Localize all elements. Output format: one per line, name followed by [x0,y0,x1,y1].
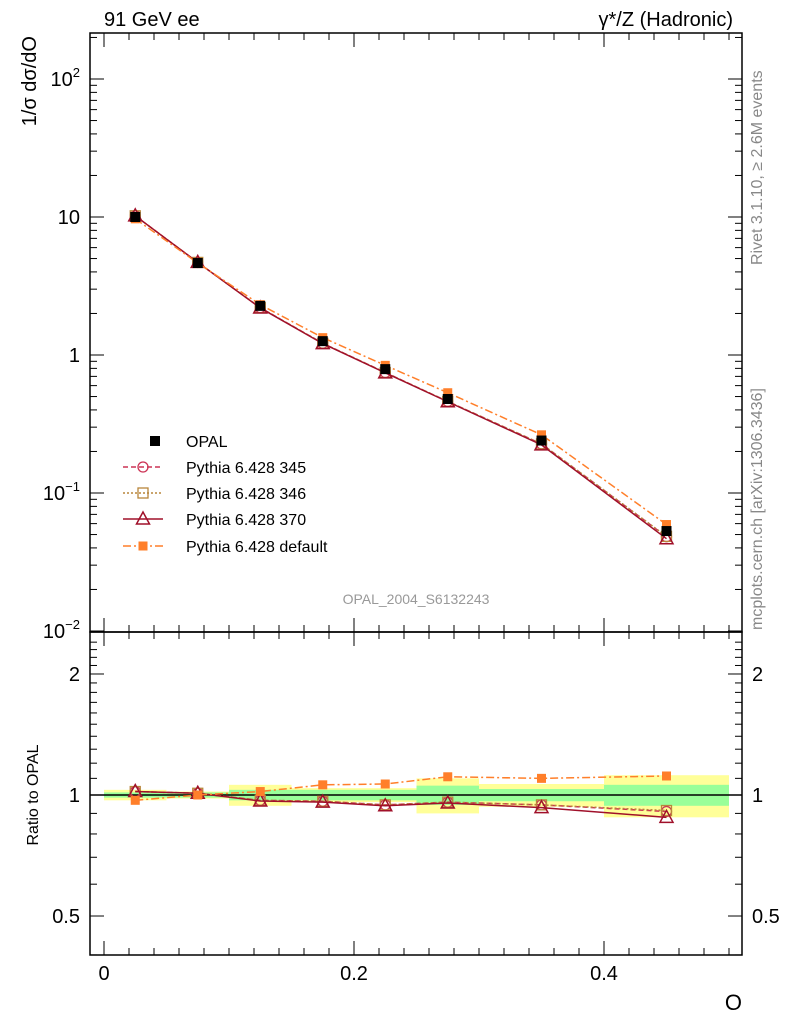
ratio-y-axis-label: Ratio to OPAL [25,744,42,845]
series-2-ratio-point [252,792,269,807]
legend-marker [137,461,149,473]
series-3-ratio-point [380,779,390,789]
ratio-y-tick-label: 0.5 [52,906,80,928]
ratio-y-tick-label-right: 0.5 [752,906,780,928]
series-3-ratio-point [255,787,265,797]
data-point [380,364,391,375]
series-3-ratio-point [662,771,671,781]
series-3-ratio-line [135,775,667,802]
ratio-y-tick-label-right: 2 [752,664,763,686]
series-3-point [443,388,453,398]
legend-label: Pythia 6.428 370 [186,512,306,529]
series-3-point [662,520,671,530]
legend-label: Pythia 6.428 default [186,539,328,556]
series-2-ratio-point [314,793,331,808]
x-tick-label: 0.4 [590,963,618,985]
data-point [130,212,141,222]
ratio-y-tick-label-right: 1 [752,785,763,807]
x-tick-label: 0.2 [340,963,368,985]
y-tick-label: 10 [58,207,80,229]
data-point [661,526,672,537]
legend-marker-opal [150,436,160,446]
series-2-ratio-point [533,799,550,814]
x-axis-label: O [725,990,742,1015]
y-tick-label: 1 [69,345,80,367]
data-point [536,435,547,446]
title-right: γ*/Z (Hadronic) [599,9,733,31]
series-3-ratio-point [318,780,328,790]
y-tick-label: 10−1 [43,479,80,505]
series-1-ratio-point [660,804,673,817]
series-3-ratio-point [443,772,453,782]
ratio-y-tick-label: 1 [69,785,80,807]
series-3-ratio-point [537,773,546,783]
series-2-ratio-point [377,797,394,812]
x-tick-label: 0 [98,963,109,985]
data-point [317,336,328,347]
legend-label-opal: OPAL [186,434,228,451]
ratio-y-tick-label: 2 [69,664,80,686]
series-3-ratio-point [130,795,140,805]
legend-label: Pythia 6.428 346 [186,486,306,503]
analysis-annotation: OPAL_2004_S6132243 [343,591,490,607]
series-2-ratio-line [135,790,667,819]
series-3-ratio-point [193,790,203,800]
ratio-plot-frame [89,631,743,956]
series-3-point [537,430,546,440]
data-point [255,300,266,311]
legend-marker [135,510,151,525]
title-left: 91 GeV ee [104,9,200,31]
series-2-point [658,530,675,545]
legend-marker [137,487,149,499]
series-3-line [134,218,667,526]
data-point [192,258,203,269]
mcplots-label: mcplots.cern.ch [arXiv:1306.3436] [749,388,766,630]
y-tick-label: 102 [51,65,80,91]
legend-marker [138,541,148,551]
series-2-line [134,215,667,540]
y-axis-label: 1/σ dσ/dO [19,36,41,126]
series-2-ratio-point [439,794,456,809]
plot-layer: 102 10 1 10−1 10−2 0.5 0.5 1 1 2 2 0 0.2 0.4 OPAL Pythi… [43,32,780,985]
data-point [442,393,453,404]
rivet-label: Rivet 3.1.10, ≥ 2.6M events [749,70,766,265]
legend-label: Pythia 6.428 345 [186,460,306,477]
series-2-ratio-point [658,808,675,824]
y-tick-label: 10−2 [43,617,80,643]
